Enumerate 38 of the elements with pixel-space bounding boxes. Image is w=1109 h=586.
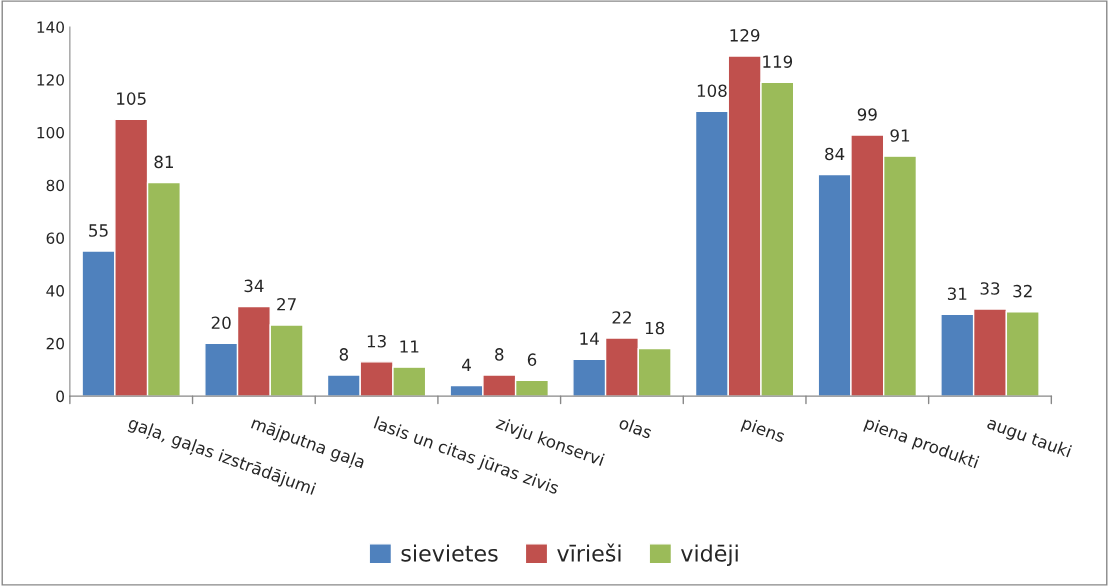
x-tick-label: piens [740,416,786,446]
y-tick-label: 120 [37,74,64,86]
data-label: 13 [367,334,386,348]
data-label: 34 [244,279,264,293]
data-label: 129 [730,29,760,42]
legend-label: vidēji [680,544,738,566]
data-label: 11 [400,340,419,353]
y-tick-label: 60 [46,232,64,244]
data-label: 18 [645,321,665,335]
data-label: 6 [527,353,537,366]
data-label: 81 [154,155,173,169]
y-tick-label: 40 [46,285,64,297]
data-label: 99 [857,108,877,121]
y-tick-label: 140 [37,21,64,33]
y-tick-label: 100 [37,126,64,139]
data-label: 27 [277,297,296,311]
y-tick-label: 0 [56,390,64,403]
data-label: 22 [612,311,631,324]
data-label: 31 [947,287,967,301]
data-label: 8 [339,348,349,361]
data-label: 33 [980,282,1000,295]
data-label: 8 [495,348,504,361]
data-label: 91 [890,129,910,142]
x-tick-label: olas [618,415,653,439]
data-label: 32 [1013,284,1032,298]
data-label: 84 [825,147,845,161]
legend-label: sievietes [401,544,498,562]
data-label: 4 [462,358,471,372]
data-label: 14 [580,332,599,345]
data-label: 108 [697,84,727,97]
data-label: 20 [211,316,231,330]
data-label: 119 [763,55,793,68]
data-label: 105 [117,92,146,105]
data-label: 55 [89,224,108,237]
y-tick-label: 80 [46,179,64,192]
x-tick-label: augu tauki [985,415,1072,461]
legend-label: vīrieši [557,543,621,562]
y-tick-label: 20 [46,337,64,350]
